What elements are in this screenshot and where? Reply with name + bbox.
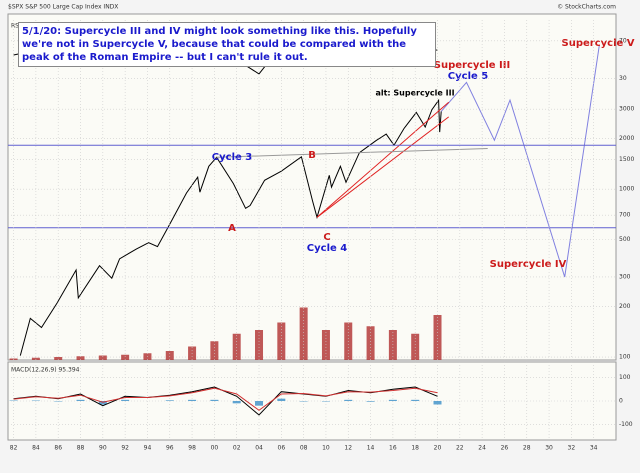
x-tick-label: 16 bbox=[389, 445, 397, 452]
x-tick-label: 14 bbox=[367, 445, 375, 452]
x-tick-label: 18 bbox=[411, 445, 419, 452]
y-tick-label: 1000 bbox=[619, 186, 634, 193]
bar bbox=[299, 307, 308, 360]
x-tick-label: 94 bbox=[144, 445, 152, 452]
x-tick-label: 92 bbox=[121, 445, 129, 452]
bar bbox=[232, 401, 241, 404]
y-tick-label: 100 bbox=[619, 354, 631, 361]
annotation: Cycle 3 bbox=[212, 152, 252, 163]
price-panel bbox=[7, 13, 617, 361]
y-tick-label: 2000 bbox=[619, 135, 634, 142]
y-tick-label: 1500 bbox=[619, 156, 634, 163]
annotation: Supercycle IV bbox=[490, 259, 567, 270]
annotation: A bbox=[228, 223, 236, 234]
bar bbox=[121, 354, 130, 360]
y-tick-label: 100 bbox=[619, 374, 631, 381]
annotation: Cycle 4 bbox=[307, 243, 347, 254]
x-tick-label: 34 bbox=[590, 445, 598, 452]
line bbox=[440, 45, 600, 278]
bar bbox=[344, 399, 353, 401]
line bbox=[316, 101, 450, 218]
bar bbox=[433, 401, 442, 405]
annotation: Supercycle V bbox=[562, 38, 635, 49]
y-tick-label: 70 bbox=[619, 37, 627, 44]
x-tick-label: 90 bbox=[99, 445, 107, 452]
bar bbox=[255, 401, 264, 406]
bar bbox=[210, 399, 219, 401]
y-tick-label: -100 bbox=[619, 421, 633, 428]
x-tick-label: 00 bbox=[211, 445, 219, 452]
x-tick-label: 98 bbox=[188, 445, 196, 452]
annotation: Cycle 5 bbox=[448, 71, 488, 82]
y-tick-label: 500 bbox=[619, 236, 631, 243]
bar bbox=[31, 357, 40, 360]
x-tick-label: 28 bbox=[523, 445, 531, 452]
line bbox=[216, 148, 488, 158]
x-tick-label: 84 bbox=[32, 445, 40, 452]
x-tick-label: 08 bbox=[300, 445, 308, 452]
bar bbox=[411, 333, 420, 360]
bar bbox=[54, 357, 63, 360]
x-tick-label: 30 bbox=[545, 445, 553, 452]
source: © StockCharts.com bbox=[557, 4, 616, 11]
annotation: B bbox=[308, 150, 316, 161]
bar bbox=[366, 401, 375, 402]
bar bbox=[98, 401, 107, 405]
x-tick-label: 96 bbox=[166, 445, 174, 452]
bar bbox=[98, 355, 107, 360]
annotation: Supercycle III bbox=[434, 60, 510, 71]
bar bbox=[76, 356, 85, 360]
x-tick-label: 10 bbox=[322, 445, 330, 452]
bar bbox=[188, 399, 197, 401]
bar bbox=[165, 351, 174, 360]
chart-title: $SPX S&P 500 Large Cap Index INDX bbox=[8, 4, 118, 11]
line bbox=[19, 98, 442, 356]
panel-label: MACD(12,26,9) 95.394 bbox=[11, 367, 80, 374]
x-tick-label: 22 bbox=[456, 445, 464, 452]
x-tick-label: 12 bbox=[344, 445, 352, 452]
x-tick-label: 32 bbox=[568, 445, 576, 452]
bar bbox=[232, 333, 241, 360]
bar bbox=[366, 326, 375, 360]
x-tick-label: 24 bbox=[478, 445, 486, 452]
bar bbox=[388, 399, 397, 401]
y-tick-label: 700 bbox=[619, 212, 631, 219]
x-tick-label: 20 bbox=[434, 445, 442, 452]
bar bbox=[76, 399, 85, 401]
x-tick-label: 26 bbox=[501, 445, 509, 452]
bar bbox=[121, 399, 130, 401]
line bbox=[13, 387, 438, 411]
y-tick-label: 300 bbox=[619, 273, 631, 280]
x-tick-label: 88 bbox=[77, 445, 85, 452]
note: 5/1/20: Supercycle III and IV might look… bbox=[18, 22, 436, 67]
y-tick-label: 200 bbox=[619, 303, 631, 310]
x-tick-label: 04 bbox=[255, 445, 263, 452]
line bbox=[316, 116, 450, 218]
y-tick-label: 0 bbox=[619, 398, 623, 405]
x-tick-label: 86 bbox=[54, 445, 62, 452]
x-tick-label: 02 bbox=[233, 445, 241, 452]
x-tick-label: 82 bbox=[10, 445, 18, 452]
bar bbox=[277, 398, 286, 401]
x-tick-label: 06 bbox=[278, 445, 286, 452]
bar bbox=[165, 400, 174, 401]
y-tick-label: 3000 bbox=[619, 106, 634, 113]
bar bbox=[411, 399, 420, 401]
y-tick-label: 30 bbox=[619, 75, 627, 82]
bar bbox=[433, 315, 442, 360]
annotation: C bbox=[323, 232, 330, 243]
